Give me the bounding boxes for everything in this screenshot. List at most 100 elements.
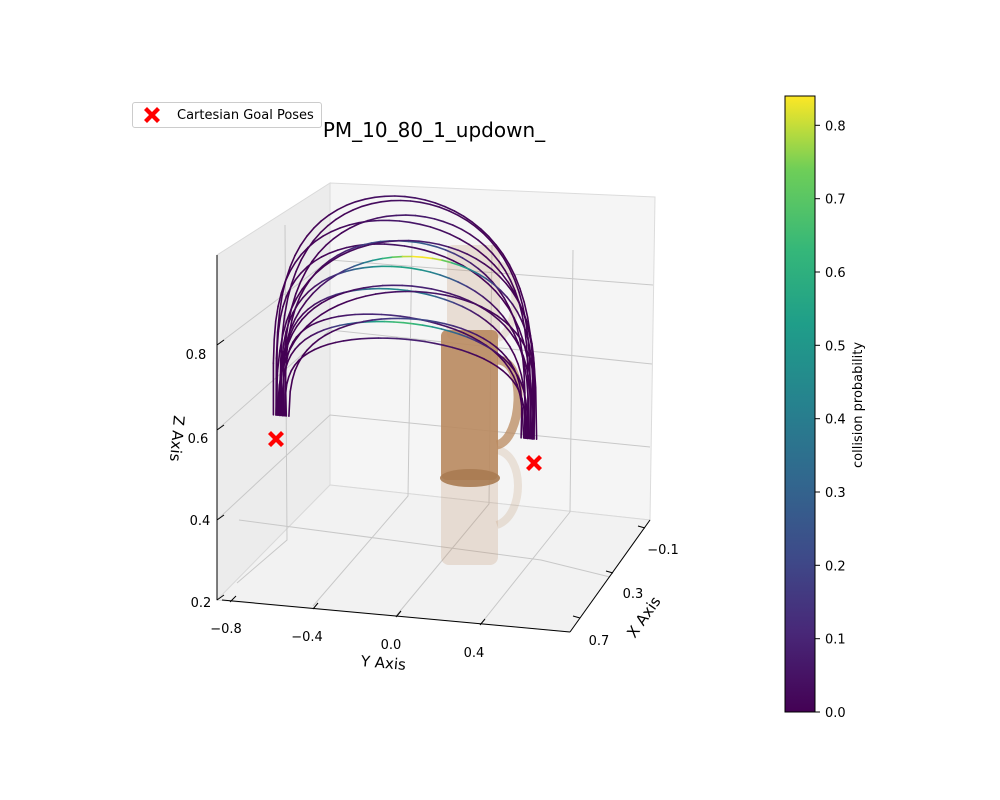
trajectory-segment [336,246,348,251]
y-axis-label: Y Axis [359,652,407,674]
trajectory-segment [442,344,454,349]
trajectory-segment [493,263,503,274]
trajectory-segment [330,327,341,333]
trajectory-segment [295,318,303,328]
trajectory-segment [355,295,367,300]
trajectory-segment [424,340,436,345]
trajectory-segment [312,231,322,242]
trajectory-segment [381,256,394,260]
trajectory-segment [449,330,461,336]
trajectory-segment [344,288,356,294]
trajectory-segment [304,335,312,341]
trajectory-segment [469,309,480,317]
trajectory-segment [286,333,292,344]
trajectory-segment [316,328,326,334]
trajectory-segment [300,248,308,261]
trajectory-segment [358,244,370,249]
trajectory-segment [319,279,329,288]
trajectory-segment [507,362,515,371]
trajectory-segment [307,303,316,310]
trajectory-segment [344,247,355,253]
trajectory-segment [340,227,351,234]
trajectory-segment [299,325,308,334]
trajectory-segment [440,290,452,295]
trajectory-segment [438,243,450,248]
x-tick-label: 0.3 [623,587,644,602]
trajectory-segment [283,297,289,317]
trajectory-segment [291,325,298,336]
grid-line [479,249,574,626]
trajectory-segment [364,196,376,200]
trajectory-segment [502,369,509,377]
trajectory-segment [452,301,464,308]
trajectory-segment [452,324,462,330]
trajectory-segment [532,371,535,384]
trajectory-segment [306,260,315,268]
trajectory-segment [512,375,518,386]
trajectory-segment [357,219,369,225]
trajectory-segment [301,308,310,316]
trajectory-segment [364,293,377,297]
trajectory-segment [502,253,511,266]
trajectory-segment [307,240,317,249]
trajectory-segment [320,343,330,348]
trajectory-segment [431,326,443,330]
trajectory-segment [521,308,528,321]
trajectory-segment [294,272,302,281]
trajectory-segment [427,320,439,325]
colorbar-tick-label: 0.5 [825,339,846,354]
trajectory-segment [505,282,514,293]
trajectory-segment [501,298,510,309]
trajectory-segment [328,294,338,300]
trajectory-segment [294,361,300,372]
trajectory-segment [484,274,494,283]
trajectory-segment [284,348,291,360]
trajectory-segment [518,382,522,393]
trajectory-segment [353,287,365,291]
trajectory-segment [290,348,297,356]
trajectory-segment [320,214,331,222]
trajectory-segment [503,361,511,370]
trajectory-segment [337,314,348,318]
trajectory-segment [332,232,343,240]
trajectory-segment [320,296,329,302]
trajectory-segment [281,320,288,336]
trajectory-segment [522,405,526,418]
trajectory-segment [322,230,333,237]
trajectory-segment [396,337,408,341]
trajectory-segment [502,257,511,270]
trajectory-segment [323,317,332,321]
trajectory-segment [513,278,520,293]
trajectory-segment [301,312,309,321]
trajectory-segment [514,275,521,290]
trajectory-segment [287,353,293,363]
trajectory-segment [301,290,310,299]
trajectory-segment [444,249,455,255]
colorbar-tick-label: 0.3 [825,486,846,501]
trajectory-segment [520,412,523,439]
trajectory-segment [345,245,357,249]
x-tick-mark [572,615,581,619]
z-tick-mark [216,339,225,346]
trajectory-segment [530,361,534,373]
trajectory-segment [447,246,460,251]
trajectory-segment [490,313,500,321]
trajectory-segment [489,347,499,355]
trajectory-segment [383,243,396,246]
trajectory-segment [431,257,443,262]
trajectory-segment [276,330,280,349]
trajectory-segment [429,226,442,232]
trajectory-segment [335,213,346,221]
trajectory-segment [282,341,288,359]
trajectory-segment [280,280,287,295]
trajectory-segment [512,316,519,330]
trajectory-segment [390,314,402,318]
trajectory-segment [400,266,413,270]
grid-line [216,414,651,521]
trajectory-segment [482,337,491,344]
trajectory-segment [287,369,293,378]
trajectory-segment [401,284,413,287]
trajectory-segment [458,238,470,246]
goal-pose-marker [268,431,284,447]
trajectory-segment [421,324,434,328]
